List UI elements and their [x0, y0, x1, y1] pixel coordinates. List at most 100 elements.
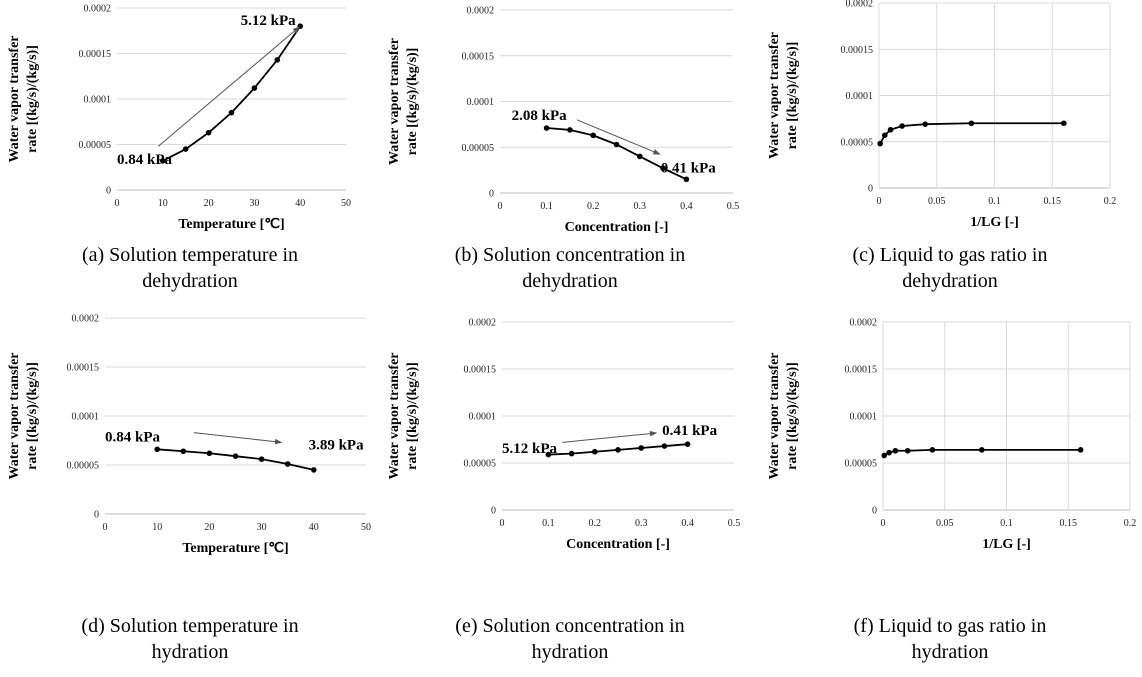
x-axis-label: Temperature [℃]	[182, 541, 288, 556]
data-point	[311, 467, 317, 473]
pressure-annotation: 3.89 kPa	[309, 437, 365, 453]
annotation-arrow	[562, 432, 655, 443]
caption-line: (d) Solution temperature in	[81, 615, 299, 637]
y-tick-label: 0.0001	[846, 91, 874, 102]
caption-line: (c) Liquid to gas ratio in	[852, 244, 1048, 266]
y-tick-label: 0.0002	[84, 4, 112, 15]
panel-caption: (b) Solution concentration in dehydration	[380, 242, 760, 294]
data-point	[545, 451, 552, 458]
x-axis-label: 1/LG [-]	[982, 537, 1031, 552]
pressure-annotation: 0.84 kPa	[105, 430, 161, 446]
x-tick-label: 0.3	[635, 518, 648, 529]
y-tick-label: 0.00005	[462, 143, 495, 154]
y-axis-label: rate [(kg/s)/(kg/s)]	[785, 42, 800, 150]
x-tick-label: 0	[103, 522, 108, 533]
data-point	[615, 447, 621, 453]
caption-line: dehydration	[522, 270, 618, 292]
x-tick-label: 30	[249, 198, 259, 209]
x-tick-label: 0.1	[540, 201, 553, 212]
annotation-arrow	[576, 119, 659, 154]
caption-line: (b) Solution concentration in	[454, 244, 686, 266]
y-axis-label: Water vapor transfer	[7, 35, 22, 162]
panel-caption: (d) Solution temperature in hydration	[0, 613, 380, 665]
data-point	[258, 456, 265, 462]
data-point	[881, 452, 888, 459]
data-point	[886, 449, 892, 456]
x-tick-label: 0.1	[542, 518, 555, 529]
panel-caption: (f) Liquid to gas ratio in hydration	[760, 613, 1140, 665]
data-point	[922, 121, 928, 127]
y-tick-label: 0.00015	[841, 45, 874, 56]
data-point	[206, 450, 213, 457]
data-point	[892, 447, 899, 454]
y-tick-label: 0.0002	[846, 0, 874, 10]
data-point	[590, 132, 596, 139]
y-tick-label: 0	[872, 506, 877, 517]
x-tick-label: 40	[295, 198, 305, 209]
y-tick-label: 0	[868, 184, 873, 195]
x-tick-label: 0.2	[1104, 196, 1117, 207]
y-tick-label: 0.00005	[79, 140, 112, 151]
data-point	[968, 120, 975, 127]
data-point	[1077, 447, 1084, 453]
x-tick-label: 20	[204, 522, 214, 533]
y-tick-label: 0.00015	[462, 51, 495, 62]
y-tick-label: 0.00015	[67, 363, 100, 374]
data-point	[568, 450, 575, 457]
caption-line: (e) Solution concentration in	[455, 615, 685, 637]
panel-caption: (c) Liquid to gas ratio in dehydration	[760, 242, 1140, 294]
data-point	[881, 132, 888, 139]
data-point	[274, 57, 281, 63]
y-axis-label: Water vapor transfer	[387, 352, 402, 479]
caption-line: (a) Solution temperature in	[81, 244, 299, 266]
y-tick-label: 0.00005	[845, 459, 878, 470]
data-point	[979, 447, 985, 453]
y-tick-label: 0.0002	[850, 318, 878, 329]
data-point	[284, 461, 291, 467]
x-tick-label: 0.4	[681, 518, 694, 529]
pressure-annotation: 5.12 kPa	[241, 13, 297, 29]
x-tick-label: 20	[204, 198, 214, 209]
x-tick-label: 50	[341, 198, 351, 209]
y-tick-label: 0.0002	[467, 6, 495, 17]
data-point	[637, 153, 643, 160]
data-point	[180, 448, 187, 455]
y-axis-label: Water vapor transfer	[767, 32, 782, 159]
y-tick-label: 0.0001	[72, 412, 100, 423]
x-axis-label: Concentration [-]	[566, 537, 670, 552]
annotation-arrow	[157, 27, 299, 147]
data-point	[543, 125, 550, 131]
y-tick-label: 0.00015	[79, 49, 112, 60]
y-tick-label: 0.00005	[67, 461, 100, 472]
x-tick-label: 0.15	[1044, 196, 1062, 207]
caption-line: hydration	[911, 641, 989, 663]
pressure-annotation: 2.08 kPa	[512, 108, 568, 124]
y-tick-label: 0.0002	[72, 314, 100, 325]
y-tick-label: 0.00005	[841, 137, 874, 148]
x-tick-label: 30	[257, 522, 267, 533]
x-tick-label: 0	[877, 196, 882, 207]
y-axis-label: rate [(kg/s)/(kg/s)]	[785, 362, 800, 470]
data-point	[154, 446, 160, 453]
x-tick-label: 40	[309, 522, 319, 533]
y-axis-label: rate [(kg/s)/(kg/s)]	[25, 45, 40, 153]
arrow-head	[652, 149, 661, 155]
caption-line: (f) Liquid to gas ratio in	[853, 615, 1047, 637]
x-tick-label: 0.5	[728, 518, 741, 529]
caption-line: hydration	[151, 641, 229, 663]
x-axis-label: Concentration [-]	[565, 220, 669, 235]
data-point	[160, 158, 166, 164]
data-point	[904, 447, 911, 454]
y-tick-label: 0.00015	[845, 365, 878, 376]
arrow-head	[649, 430, 658, 437]
data-point	[683, 176, 690, 183]
caption-line: dehydration	[902, 270, 998, 292]
x-tick-label: 0	[115, 198, 120, 209]
data-point	[1061, 120, 1067, 127]
y-tick-label: 0.0001	[84, 95, 112, 106]
